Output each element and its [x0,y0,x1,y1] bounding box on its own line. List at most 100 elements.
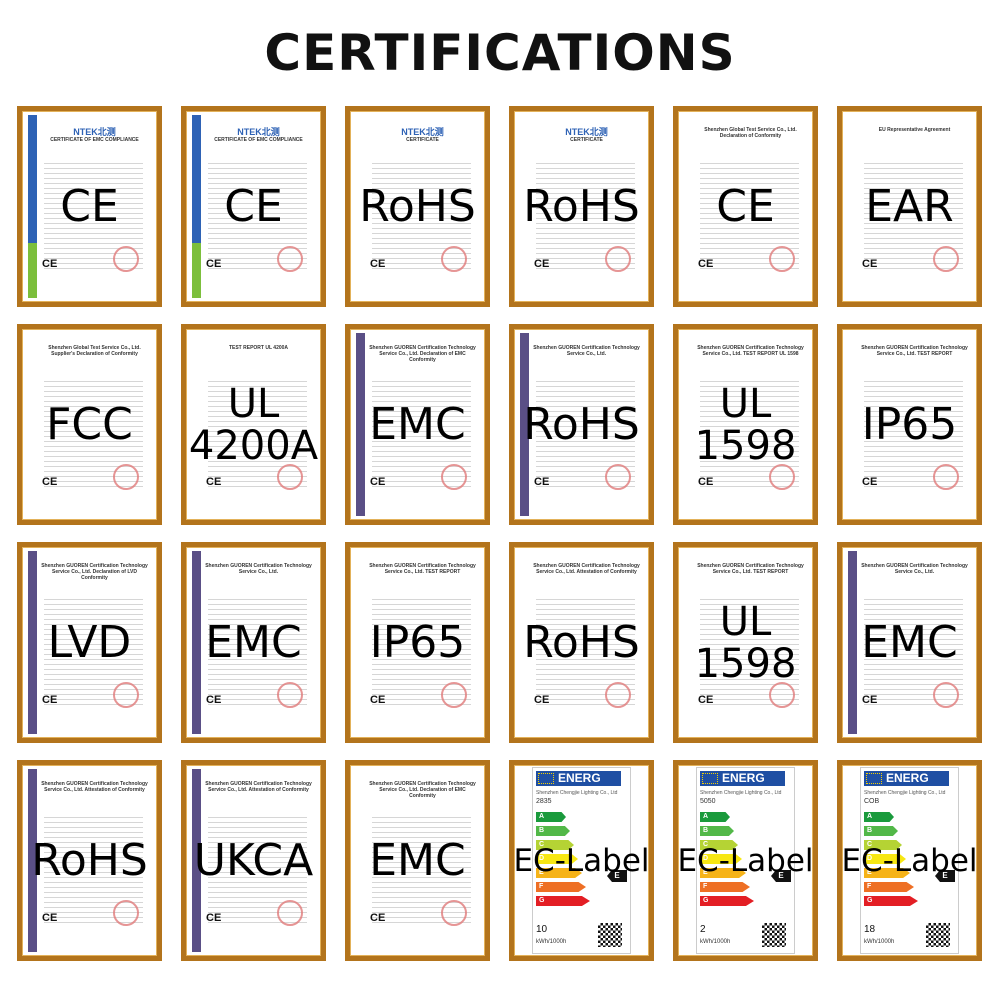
certificate-label: RoHS [514,398,649,450]
certificate-card[interactable]: Shenzhen GUOREN Certification Technology… [837,324,982,525]
seal-stamp-icon [113,246,139,272]
certificate-header: Shenzhen GUOREN Certification Technology… [369,563,476,575]
certifier-logo: NTEK北测 [73,127,116,137]
certificate-card[interactable]: ENERG Shenzhen Chengjie Lighting Co., Ltd… [673,760,818,961]
energy-class-bar: A [864,812,894,822]
energy-class-bar: B [700,826,734,836]
seal-stamp-icon [441,682,467,708]
ce-mark-icon: CE [42,912,58,924]
energy-consumption-value: 18 [864,924,876,935]
ce-mark-icon: CE [534,258,550,270]
certificate-side-band [356,333,365,516]
certificate-document: Shenzhen GUOREN Certification Technology… [848,333,971,516]
certificate-label-line: CE [224,180,283,232]
certificate-document: Shenzhen GUOREN Certification Technology… [356,551,479,734]
certificate-label: EC-Label [678,838,813,884]
certificate-label-line: IP65 [369,616,466,668]
ce-mark-icon: CE [370,694,386,706]
certificate-card[interactable]: Shenzhen Global Test Service Co., Ltd. S… [17,324,162,525]
certificate-card[interactable]: ENERG Shenzhen Chengjie Lighting Co., Ltd… [837,760,982,961]
ce-mark-icon: CE [206,258,222,270]
certificate-label-line: IP65 [861,398,958,450]
seal-stamp-icon [113,464,139,490]
certificate-card[interactable]: Shenzhen Global Test Service Co., Ltd. D… [673,106,818,307]
certificate-card[interactable]: Shenzhen GUOREN Certification Technology… [345,542,490,743]
certificate-label: EMC [842,619,977,666]
certificate-document: Shenzhen GUOREN Certification Technology… [684,551,807,734]
certificate-card[interactable]: NTEK北测 CERTIFICATE CE RoHS [509,106,654,307]
ce-mark-icon: CE [534,694,550,706]
certificate-document: Shenzhen Global Test Service Co., Ltd. D… [684,115,807,298]
energy-rating-indicator: E [935,870,955,882]
certificate-document: Shenzhen GUOREN Certification Technology… [28,551,151,734]
certificate-document: Shenzhen GUOREN Certification Technology… [848,551,971,734]
certificate-card[interactable]: Shenzhen GUOREN Certification Technology… [17,542,162,743]
certificate-card[interactable]: Shenzhen GUOREN Certification Technology… [673,542,818,743]
seal-stamp-icon [933,464,959,490]
certificate-label-line: EMC [205,616,302,668]
seal-stamp-icon [441,246,467,272]
energy-class-bar: C [536,840,574,850]
certificate-card[interactable]: Shenzhen GUOREN Certification Technology… [837,542,982,743]
certificate-document: NTEK北测 CERTIFICATE OF EMC COMPLIANCE CE [192,115,315,298]
certificate-document: NTEK北测 CERTIFICATE CE [356,115,479,298]
certificate-card[interactable]: ENERG Shenzhen Chengjie Lighting Co., Ltd… [509,760,654,961]
certificate-card[interactable]: TEST REPORT UL 4200A CE UL 4200A [181,324,326,525]
certificate-label: EMC [350,837,485,884]
certificate-card[interactable]: Shenzhen GUOREN Certification Technology… [181,542,326,743]
ce-mark-icon: CE [862,694,878,706]
certificate-label: RoHS [22,834,157,886]
energy-class-bar: B [536,826,570,836]
energy-class-bar: D [700,854,742,864]
certificate-card[interactable]: NTEK北测 CERTIFICATE CE RoHS [345,106,490,307]
certificate-card[interactable]: Shenzhen GUOREN Certification Technology… [345,760,490,961]
certificate-label-line: RoHS [31,834,148,886]
certificate-label: UL 1598 [678,383,813,467]
energy-brand: ENERG [864,771,949,786]
energy-class-bar: E [536,868,582,878]
certificate-card[interactable]: Shenzhen GUOREN Certification Technology… [509,324,654,525]
certificate-header: Shenzhen GUOREN Certification Technology… [41,781,148,793]
certificate-card[interactable]: Shenzhen GUOREN Certification Technology… [17,760,162,961]
certificate-document: Shenzhen GUOREN Certification Technology… [356,769,479,952]
qr-code-icon [926,923,950,947]
energy-class-bar: B [864,826,898,836]
certificate-label-line: RoHS [523,616,640,668]
seal-stamp-icon [933,682,959,708]
certificate-document: NTEK北测 CERTIFICATE OF EMC COMPLIANCE CE [28,115,151,298]
certificate-label: FCC [22,401,157,448]
certificate-card[interactable]: Shenzhen GUOREN Certification Technology… [181,760,326,961]
certificate-label-line: CE [716,180,775,232]
energy-class-bar: G [700,896,754,906]
certificate-card[interactable]: NTEK北测 CERTIFICATE OF EMC COMPLIANCE CE CE [17,106,162,307]
model-number: 2835 [536,798,552,805]
certificate-card[interactable]: Shenzhen GUOREN Certification Technology… [345,324,490,525]
certificate-document: Shenzhen GUOREN Certification Technology… [28,769,151,952]
certificate-label: RoHS [514,183,649,230]
seal-stamp-icon [769,246,795,272]
certificate-card[interactable]: Shenzhen GUOREN Certification Technology… [673,324,818,525]
energy-label: ENERG Shenzhen Chengjie Lighting Co., Ltd… [860,767,959,954]
energy-class-bar: G [536,896,590,906]
energy-rating-indicator: E [607,870,627,882]
certificate-label: IP65 [842,398,977,450]
certificate-label-line: RoHS [523,398,640,450]
certificate-card[interactable]: NTEK北测 CERTIFICATE OF EMC COMPLIANCE CE CE [181,106,326,307]
certificate-header: Shenzhen GUOREN Certification Technology… [369,345,476,363]
certificate-document: Shenzhen GUOREN Certification Technology… [684,333,807,516]
certificate-side-band [28,769,37,952]
energy-class-bar: C [864,840,902,850]
energy-class-bar: D [536,854,578,864]
certificate-label-line: EAR [865,180,954,232]
certificate-header: Shenzhen GUOREN Certification Technology… [861,563,968,575]
certificate-card[interactable]: Shenzhen GUOREN Certification Technology… [509,542,654,743]
certificate-card[interactable]: EU Representative Agreement CE EAR [837,106,982,307]
energy-consumption-value: 2 [700,924,706,935]
certificate-label: EC-Label [514,838,649,884]
certificate-label-line: UKCA [193,834,314,886]
certificate-header: CERTIFICATE [570,137,603,143]
energy-consumption-value: 10 [536,924,548,935]
certificate-header: Shenzhen GUOREN Certification Technology… [369,781,476,799]
seal-stamp-icon [769,464,795,490]
certificate-header: CERTIFICATE [406,137,439,143]
